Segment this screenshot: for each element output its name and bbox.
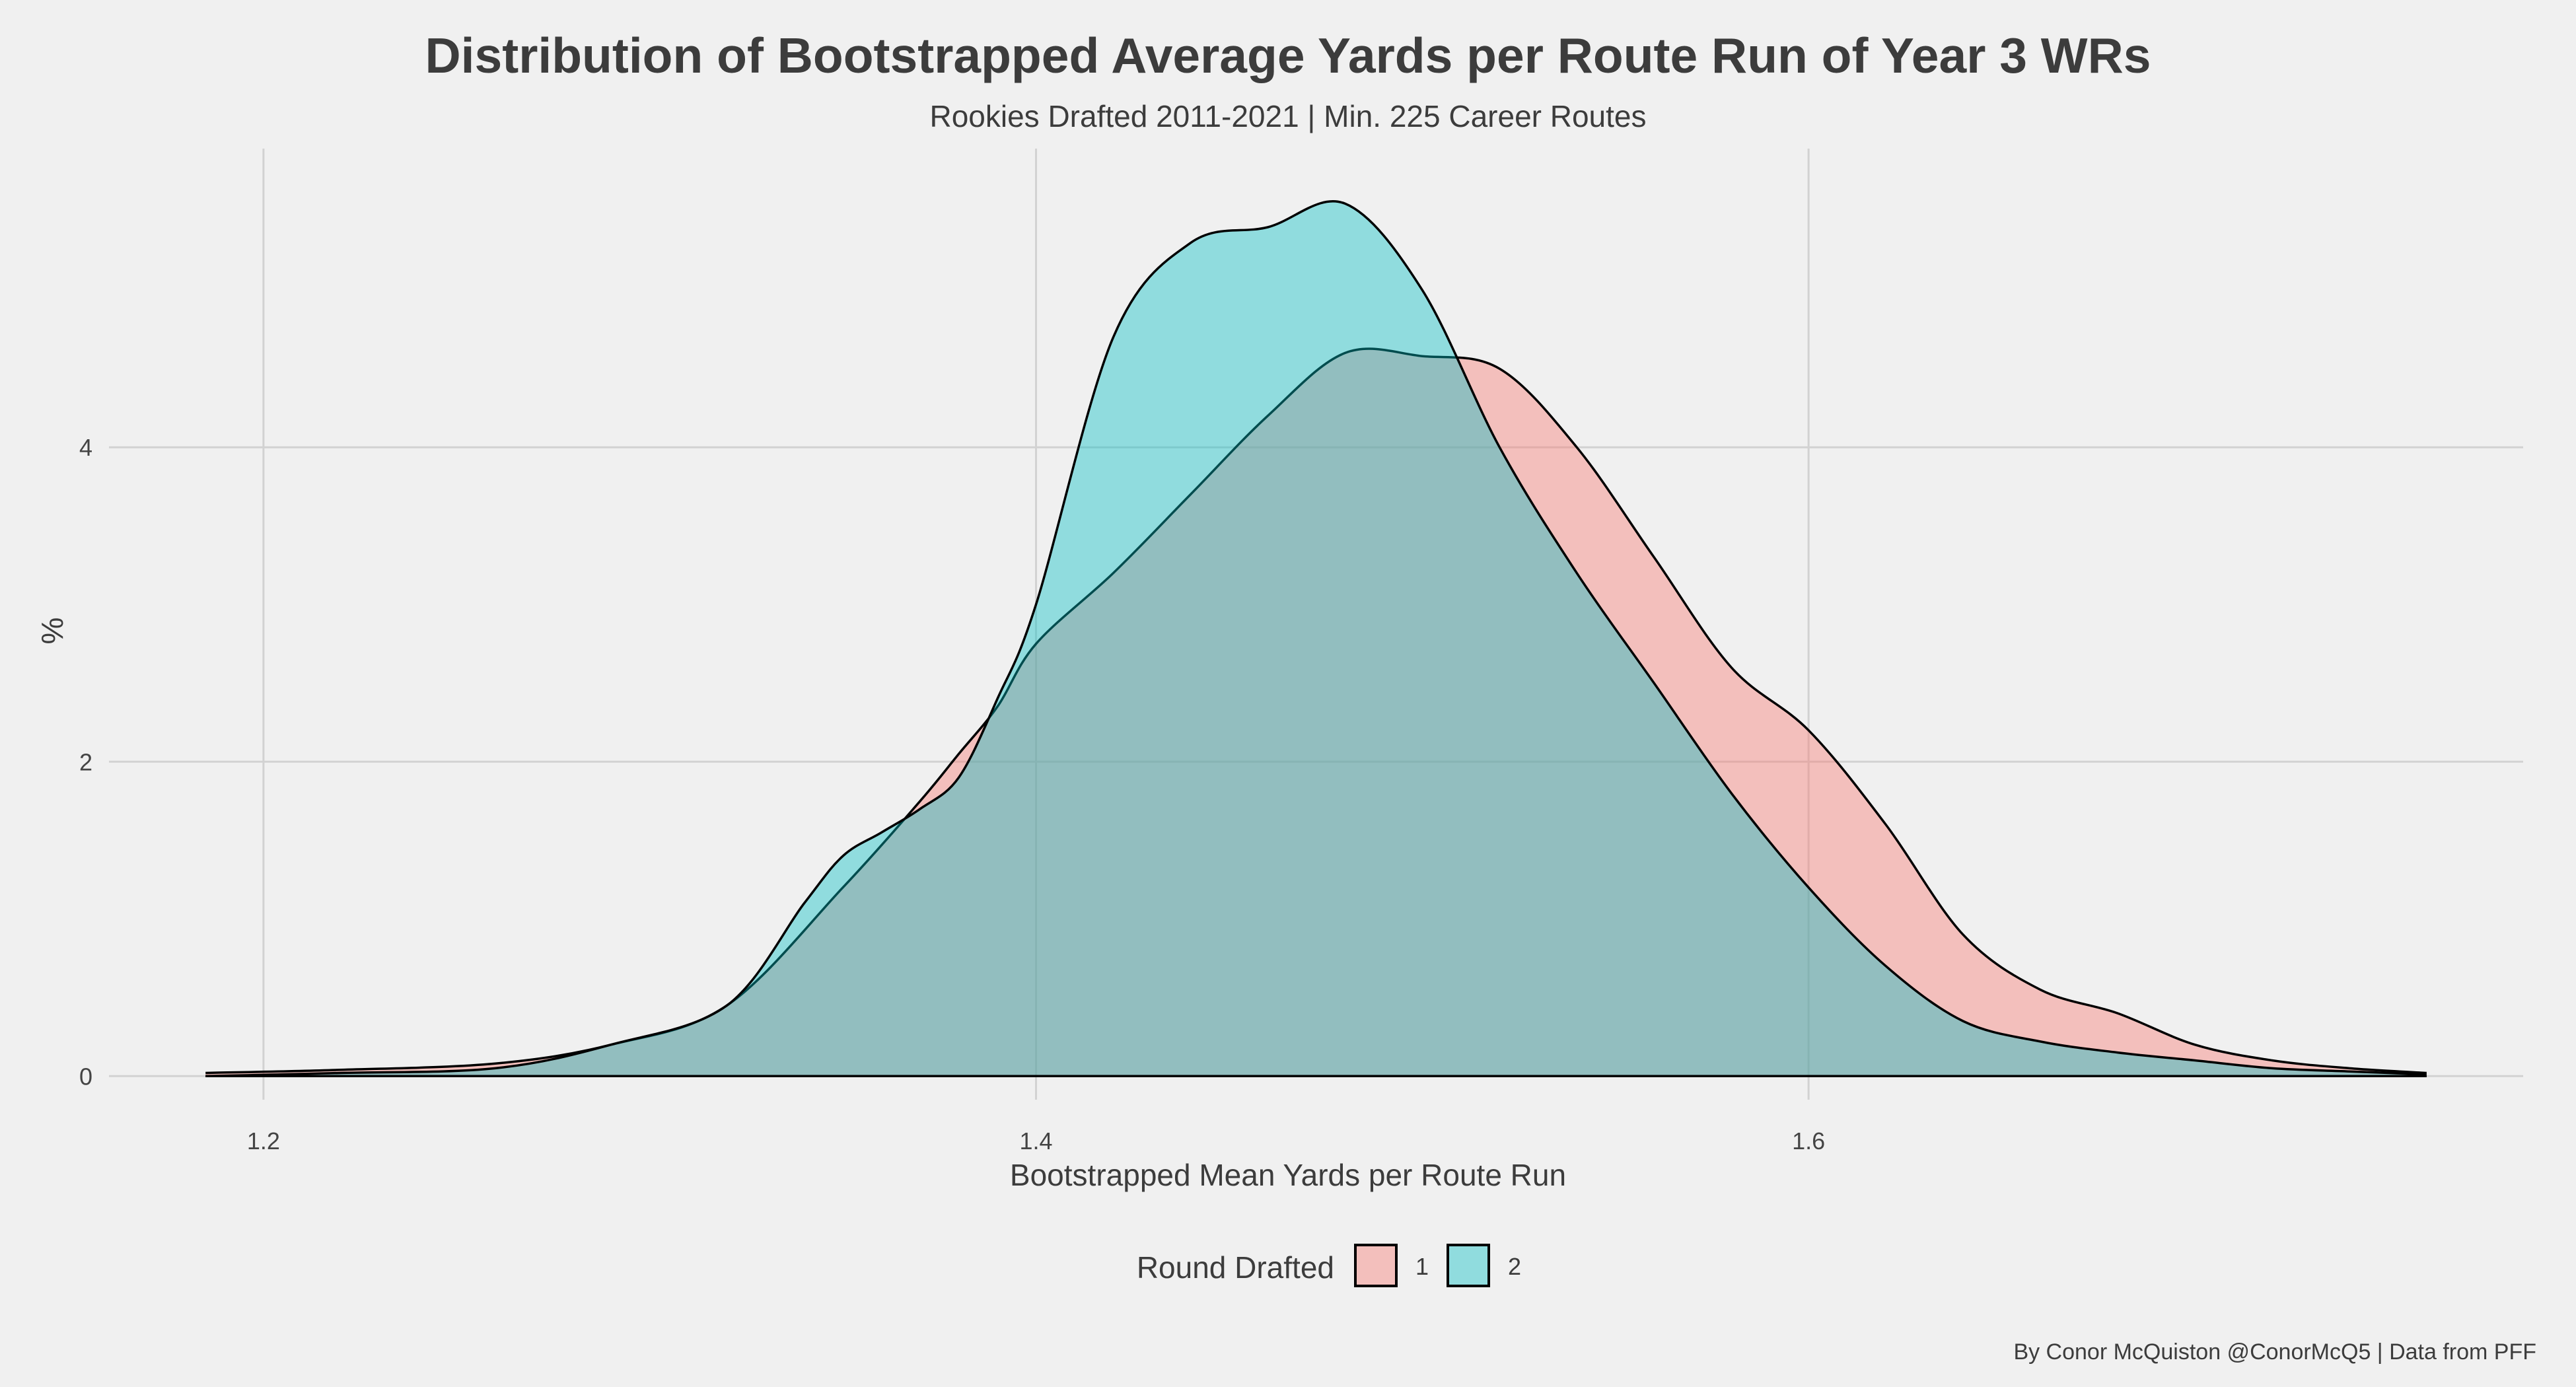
- y-tick-label-1: 2: [79, 748, 92, 775]
- chart-title: Distribution of Bootstrapped Average Yar…: [425, 28, 2151, 83]
- series-layer: [205, 199, 2427, 1078]
- legend-key-round-2: [1447, 1244, 1490, 1287]
- legend-label-round-2: 2: [1508, 1253, 1521, 1280]
- legend-title: Round Drafted: [1137, 1250, 1334, 1285]
- x-tick-label-2: 1.6: [1792, 1127, 1825, 1155]
- density-area-round-2: [205, 201, 2427, 1077]
- legend-label-round-1: 1: [1415, 1253, 1429, 1280]
- y-tick-label-0: 0: [79, 1063, 92, 1090]
- x-tick-label-1: 1.4: [1019, 1127, 1052, 1155]
- legend-key-round-1: [1354, 1244, 1398, 1287]
- y-axis-title: %: [35, 618, 69, 645]
- caption: By Conor McQuiston @ConorMcQ5 | Data fro…: [2013, 1339, 2536, 1365]
- legend: Round Drafted 1 2: [1137, 1244, 1521, 1287]
- chart-subtitle: Rookies Drafted 2011-2021 | Min. 225 Car…: [929, 99, 1646, 133]
- tick-layer: 1.2 1.4 1.6 0 2 4: [79, 434, 1825, 1155]
- y-tick-label-2: 4: [79, 434, 92, 461]
- x-axis-title: Bootstrapped Mean Yards per Route Run: [1010, 1158, 1566, 1192]
- x-tick-label-0: 1.2: [247, 1127, 280, 1155]
- density-area-round-1: [205, 349, 2427, 1077]
- density-line-round-2: [205, 199, 2427, 1078]
